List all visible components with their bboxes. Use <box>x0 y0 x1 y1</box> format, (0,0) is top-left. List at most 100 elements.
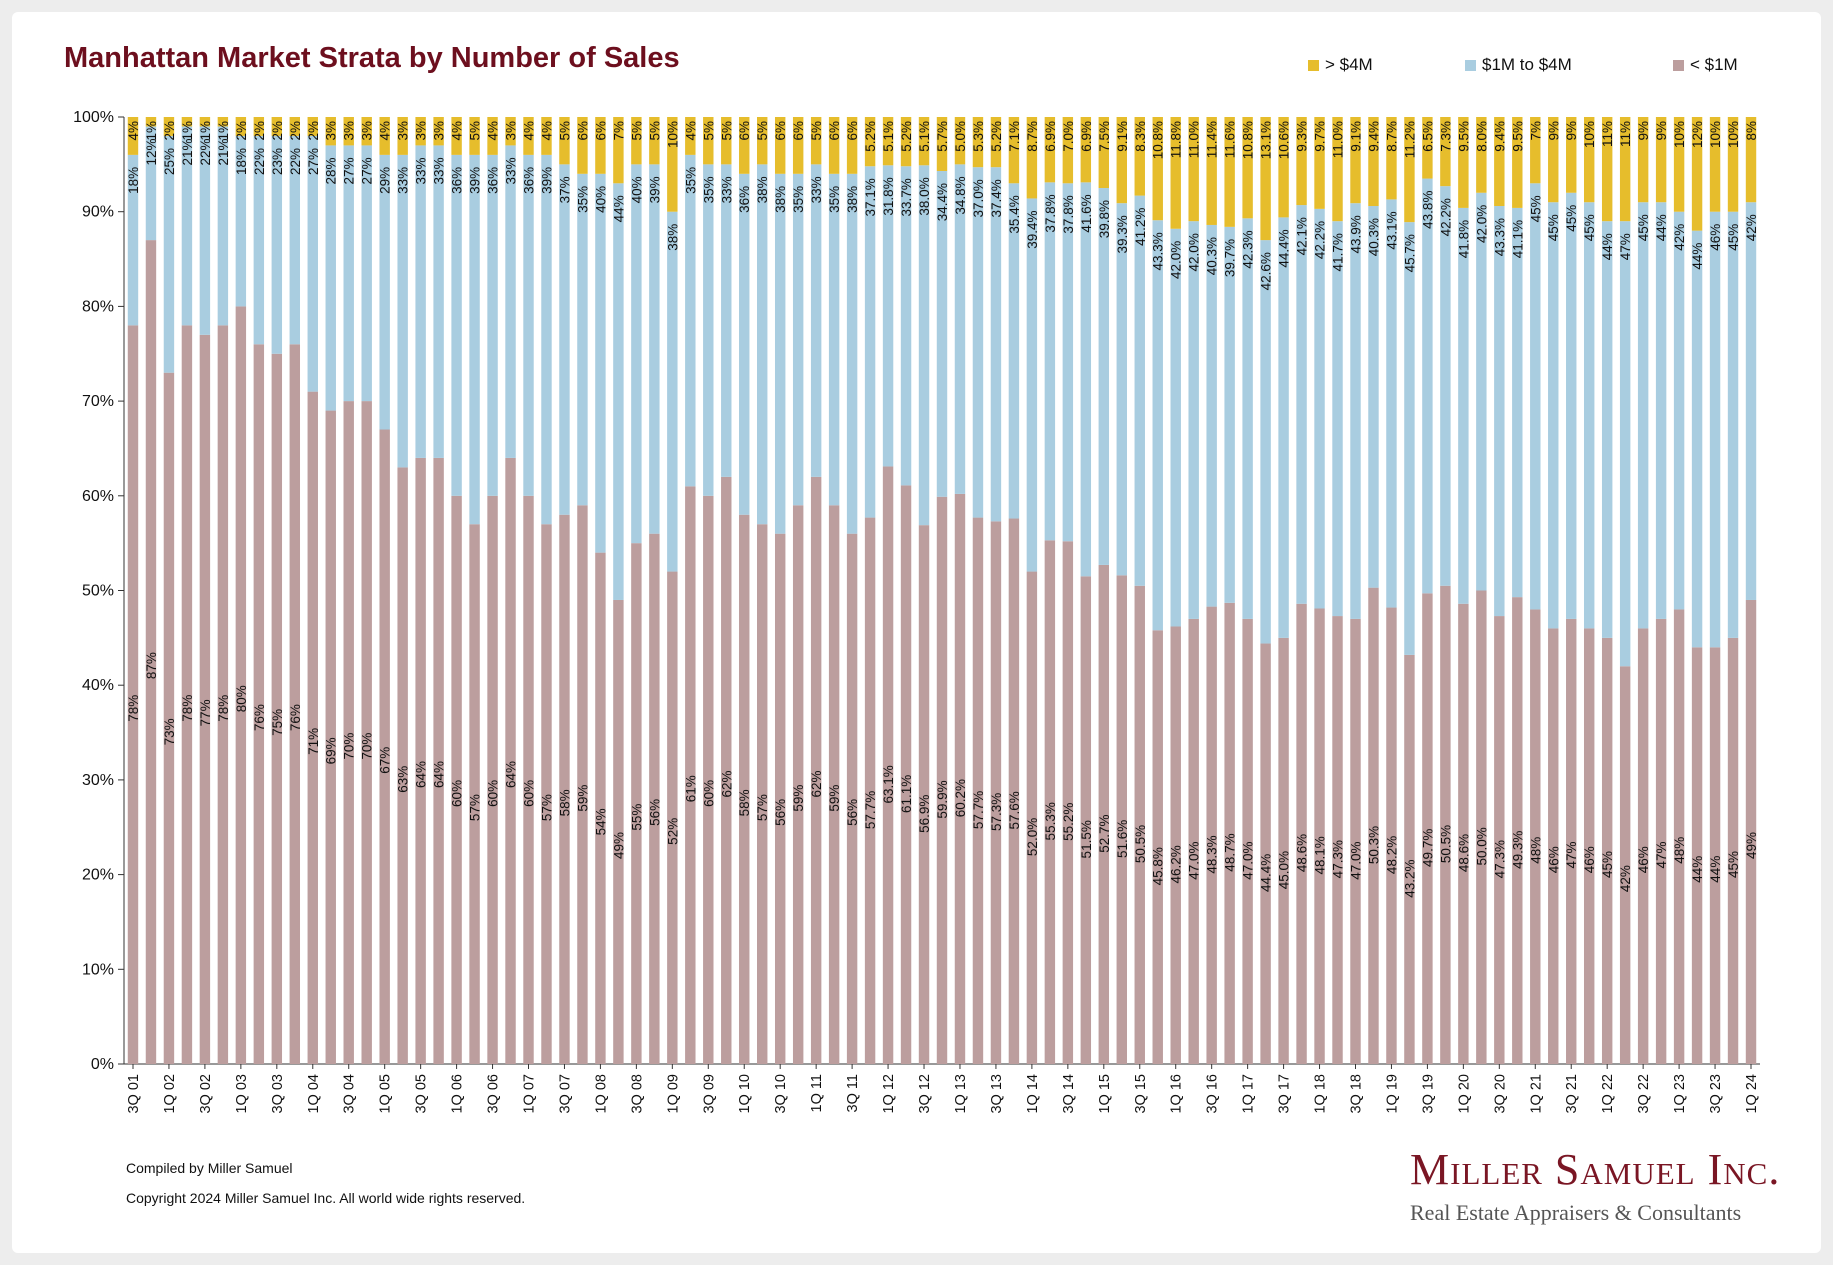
data-label: 1% <box>180 121 195 141</box>
data-label: 36% <box>450 167 465 194</box>
data-label: 42.1% <box>1295 217 1310 255</box>
data-label: 45% <box>1726 851 1741 878</box>
data-label: 49% <box>611 832 626 859</box>
data-label: 11.0% <box>1331 121 1346 158</box>
data-label: 42.3% <box>1241 230 1256 268</box>
bar-segment <box>631 164 641 543</box>
bar-segment <box>1081 182 1091 576</box>
data-label: 38% <box>845 186 860 213</box>
bar-segment <box>1153 220 1163 630</box>
x-tick-label: 1Q 15 <box>1097 1074 1113 1114</box>
x-tick-label: 3Q 16 <box>1205 1074 1221 1114</box>
data-label: 48% <box>1672 837 1687 864</box>
data-label: 6.5% <box>1420 121 1435 152</box>
data-label: 39.8% <box>1097 200 1112 238</box>
data-label: 47% <box>1618 233 1633 260</box>
data-label: 56.9% <box>917 795 932 833</box>
data-label: 39.3% <box>1115 215 1130 253</box>
data-label: 45.8% <box>1151 847 1166 885</box>
bar-segment <box>523 155 533 496</box>
data-label: 33% <box>396 167 411 194</box>
bar-segment <box>1386 199 1396 607</box>
data-label: 35% <box>575 186 590 213</box>
data-label: 37.0% <box>971 179 986 217</box>
data-label: 42% <box>1618 865 1633 892</box>
data-label: 9.7% <box>1313 121 1328 152</box>
bar-segment <box>1674 212 1684 610</box>
x-tick-label: 3Q 14 <box>1061 1074 1077 1114</box>
data-label: 35% <box>683 167 698 194</box>
data-label: 59% <box>827 785 842 812</box>
bar-segment <box>1099 188 1109 565</box>
bar-segment <box>577 174 587 505</box>
data-label: 44% <box>1708 856 1723 883</box>
brand-tagline: Real Estate Appraisers & Consultants <box>1410 1200 1762 1226</box>
data-label: 1% <box>144 121 159 141</box>
data-label: 9% <box>1636 121 1651 141</box>
bar-segment <box>991 167 1001 521</box>
x-tick-label: 3Q 20 <box>1492 1074 1508 1114</box>
bar-segment <box>1728 212 1738 638</box>
data-label: 12% <box>144 138 159 165</box>
data-label: 44.4% <box>1277 229 1292 267</box>
x-tick-label: 3Q 23 <box>1708 1074 1724 1114</box>
data-label: 2% <box>288 121 303 141</box>
bar-segment <box>595 174 605 553</box>
x-tick-label: 1Q 23 <box>1672 1074 1688 1114</box>
data-label: 3% <box>432 121 447 141</box>
data-label: 25% <box>162 148 177 175</box>
data-label: 36% <box>522 167 537 194</box>
data-label: 76% <box>288 704 303 731</box>
data-label: 52.7% <box>1097 814 1112 852</box>
y-tick-label: 10% <box>82 961 114 978</box>
data-label: 57% <box>755 794 770 821</box>
data-label: 10% <box>1672 121 1687 148</box>
data-label: 10.8% <box>1241 121 1256 159</box>
data-label: 67% <box>378 747 393 774</box>
data-label: 5% <box>647 121 662 141</box>
data-label: 9.4% <box>1366 121 1381 152</box>
data-label: 31.8% <box>881 177 896 215</box>
data-label: 40.3% <box>1205 237 1220 275</box>
data-label: 33% <box>809 176 824 203</box>
data-label: 22% <box>288 148 303 175</box>
data-label: 4% <box>126 121 141 141</box>
brand-name: Miller Samuel Inc. <box>1410 1148 1762 1192</box>
x-tick-label: 1Q 07 <box>522 1074 538 1114</box>
bar-segment <box>1242 218 1252 619</box>
data-label: 2% <box>162 121 177 141</box>
data-label: 29% <box>378 167 393 194</box>
data-label: 6% <box>593 121 608 141</box>
data-label: 75% <box>270 709 285 736</box>
x-tick-label: 1Q 22 <box>1600 1074 1616 1114</box>
x-tick-label: 3Q 22 <box>1636 1074 1652 1114</box>
data-label: 8.7% <box>1384 121 1399 152</box>
data-label: 41.7% <box>1331 233 1346 271</box>
data-label: 38% <box>665 224 680 251</box>
data-label: 38% <box>773 186 788 213</box>
data-label: 43.3% <box>1492 218 1507 256</box>
bar-segment <box>649 164 659 533</box>
data-label: 5.1% <box>881 121 896 152</box>
data-label: 49% <box>1744 832 1759 859</box>
y-tick-label: 0% <box>91 1056 114 1073</box>
data-label: 46.2% <box>1169 845 1184 883</box>
x-tick-label: 3Q 03 <box>270 1074 286 1114</box>
data-label: 69% <box>324 737 339 764</box>
data-label: 5% <box>809 121 824 141</box>
data-label: 56% <box>773 799 788 826</box>
y-tick-label: 80% <box>82 298 114 315</box>
x-tick-label: 1Q 03 <box>234 1074 250 1114</box>
x-tick-label: 3Q 17 <box>1277 1074 1293 1114</box>
bar-segment <box>1063 183 1073 541</box>
data-label: 4% <box>522 121 537 141</box>
data-label: 4% <box>450 121 465 141</box>
x-tick-label: 1Q 13 <box>953 1074 969 1114</box>
data-label: 47% <box>1654 841 1669 868</box>
data-label: 41.2% <box>1133 208 1148 246</box>
data-label: 18% <box>126 167 141 194</box>
data-label: 11.8% <box>1169 121 1184 158</box>
data-label: 35.4% <box>1007 195 1022 233</box>
data-label: 11.6% <box>1223 121 1238 158</box>
data-label: 33% <box>414 157 429 184</box>
